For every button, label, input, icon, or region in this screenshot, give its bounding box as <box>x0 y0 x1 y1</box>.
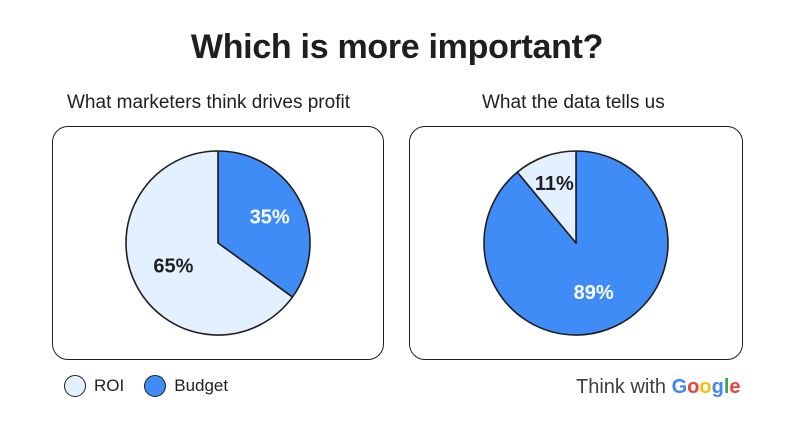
pie-left-slice-budget <box>217 150 311 298</box>
google-letter-0: G <box>671 376 688 398</box>
pie-right-label-budget: 89% <box>574 282 614 304</box>
legend-swatch-roi <box>64 375 86 397</box>
pie-panel-right: 89% 11% <box>409 126 743 360</box>
pie-right-label-roi: 11% <box>535 173 574 195</box>
google-letter-3: g <box>711 376 724 398</box>
google-letter-5: e <box>729 376 741 398</box>
pie-panel-left: 35% 65% <box>52 126 384 360</box>
google-letter-4: l <box>723 376 730 398</box>
pie-right-slice-roi <box>516 150 577 244</box>
page-title: Which is more important? <box>190 28 604 66</box>
legend-item-budget: Budget <box>144 375 228 397</box>
google-letter-1: o <box>687 376 700 398</box>
legend-item-roi: ROI <box>64 375 124 397</box>
pie-chart-left: 35% 65% <box>125 150 311 336</box>
pie-chart-right: 89% 11% <box>483 150 669 336</box>
legend-label-roi: ROI <box>94 376 125 395</box>
pie-right-slice-budget <box>483 150 669 336</box>
google-wordmark: Google <box>672 376 741 398</box>
pie-left-slice-roi <box>125 150 294 336</box>
pie-left-label-roi: 65% <box>153 256 193 278</box>
legend-label-budget: Budget <box>174 376 229 395</box>
google-letter-2: o <box>699 376 712 398</box>
chart-title-left: What marketers think drives profit <box>67 92 350 113</box>
brand-prefix: Think with <box>576 376 672 398</box>
chart-title-right: What the data tells us <box>482 92 665 113</box>
think-with-google-logo: Think with Google <box>576 376 741 399</box>
pie-left-label-budget: 35% <box>250 207 290 229</box>
legend-swatch-budget <box>144 375 167 397</box>
legend: ROI Budget <box>64 375 248 397</box>
